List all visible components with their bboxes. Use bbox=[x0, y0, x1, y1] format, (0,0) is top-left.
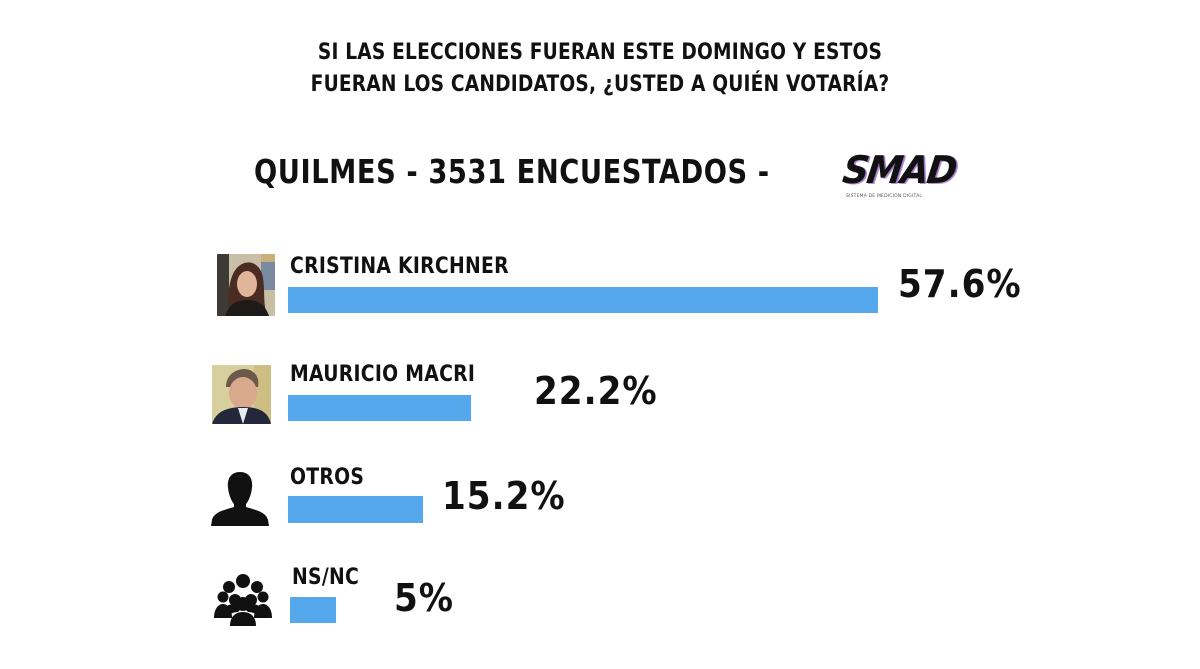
value-macri: 22.2% bbox=[534, 369, 658, 413]
candidate-photo-macri-icon bbox=[212, 365, 271, 424]
value-kirchner: 57.6% bbox=[898, 262, 1022, 306]
bar-macri bbox=[288, 395, 471, 421]
group-icon bbox=[214, 572, 272, 626]
question-line-1: SI LAS ELECCIONES FUERAN ESTE DOMINGO Y … bbox=[317, 39, 883, 65]
bar-otros bbox=[288, 496, 423, 523]
question-title: SI LAS ELECCIONES FUERAN ESTE DOMINGO Y … bbox=[48, 36, 1152, 100]
row-label-macri: MAURICIO MACRI bbox=[290, 362, 476, 387]
candidate-photo-kirchner-icon bbox=[217, 254, 275, 316]
row-label-nsnc: NS/NC bbox=[292, 565, 360, 590]
row-label-otros: OTROS bbox=[290, 465, 365, 490]
logo-wordmark: SMAD bbox=[840, 148, 959, 192]
question-line-2: FUERAN LOS CANDIDATOS, ¿USTED A QUIÉN VO… bbox=[310, 71, 890, 97]
bar-nsnc bbox=[290, 597, 336, 623]
bar-kirchner bbox=[288, 287, 878, 313]
person-silhouette-icon bbox=[210, 470, 270, 526]
row-label-kirchner: CRISTINA KIRCHNER bbox=[290, 254, 509, 279]
survey-subtitle: QUILMES - 3531 ENCUESTADOS - bbox=[254, 152, 770, 191]
smad-logo: SMAD SISTEMA DE MEDICIÓN DIGITAL bbox=[840, 148, 958, 202]
value-nsnc: 5% bbox=[394, 576, 455, 620]
value-otros: 15.2% bbox=[442, 474, 566, 518]
logo-tagline: SISTEMA DE MEDICIÓN DIGITAL bbox=[846, 194, 923, 199]
